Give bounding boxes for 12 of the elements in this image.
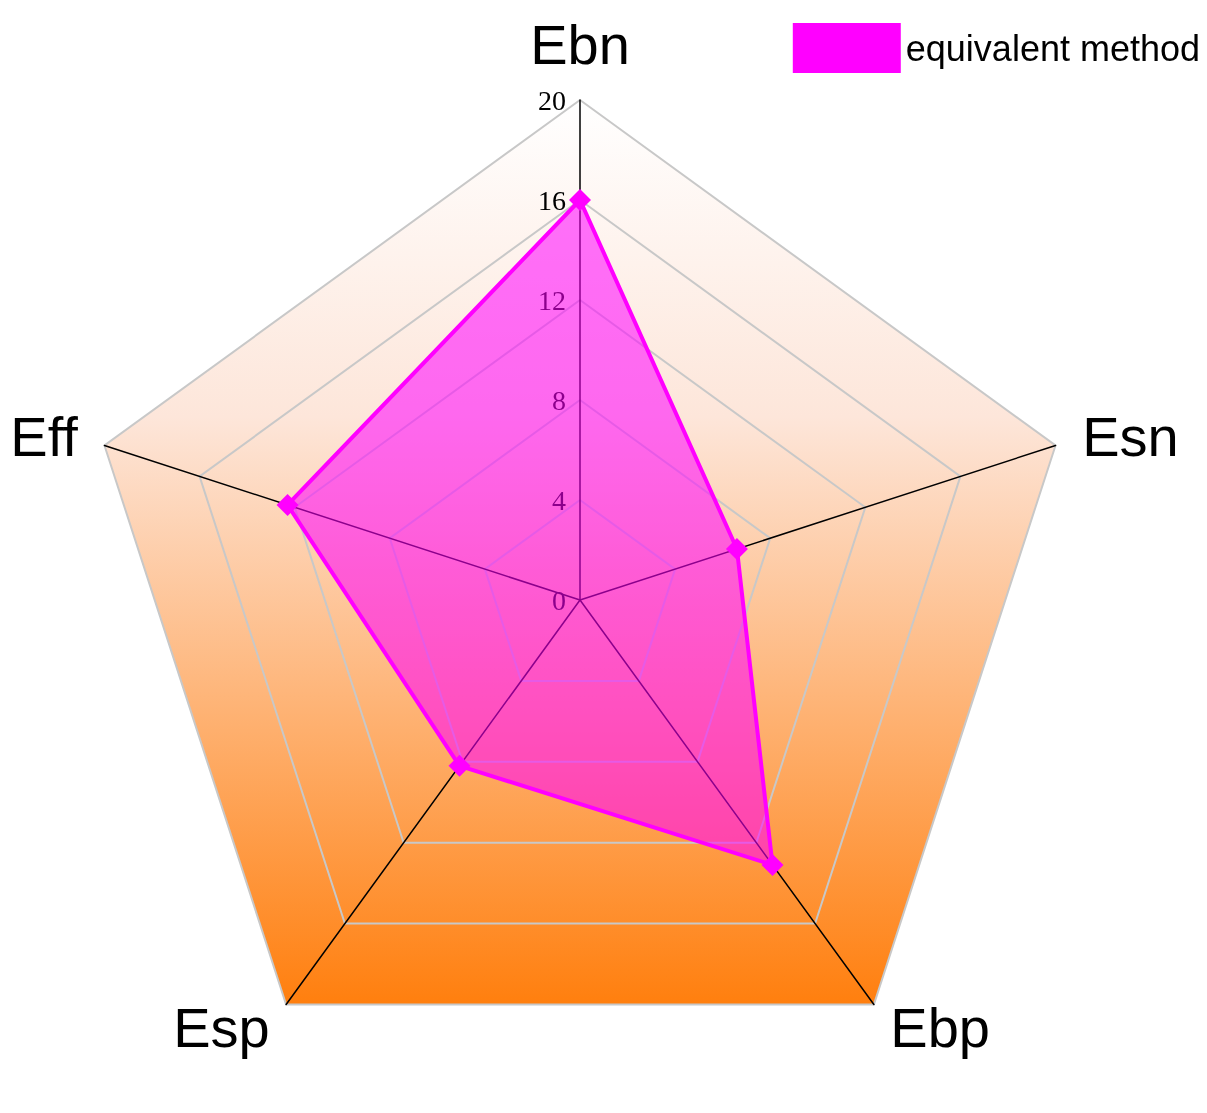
spoke-label: Ebn [530, 12, 630, 76]
y-tick-label: 8 [552, 384, 566, 416]
spoke-label: Ebp [890, 995, 990, 1059]
y-tick-label: 20 [538, 84, 566, 116]
spoke-label: Esp [173, 995, 270, 1059]
spoke-label: Eff [10, 405, 79, 469]
legend-label: equivalent method [905, 27, 1201, 69]
spoke-label: Esn [1082, 405, 1179, 469]
y-tick-label: 4 [552, 484, 566, 516]
y-tick-label: 16 [538, 184, 566, 216]
y-tick-label: 0 [552, 584, 566, 616]
y-tick-label: 12 [538, 284, 566, 316]
